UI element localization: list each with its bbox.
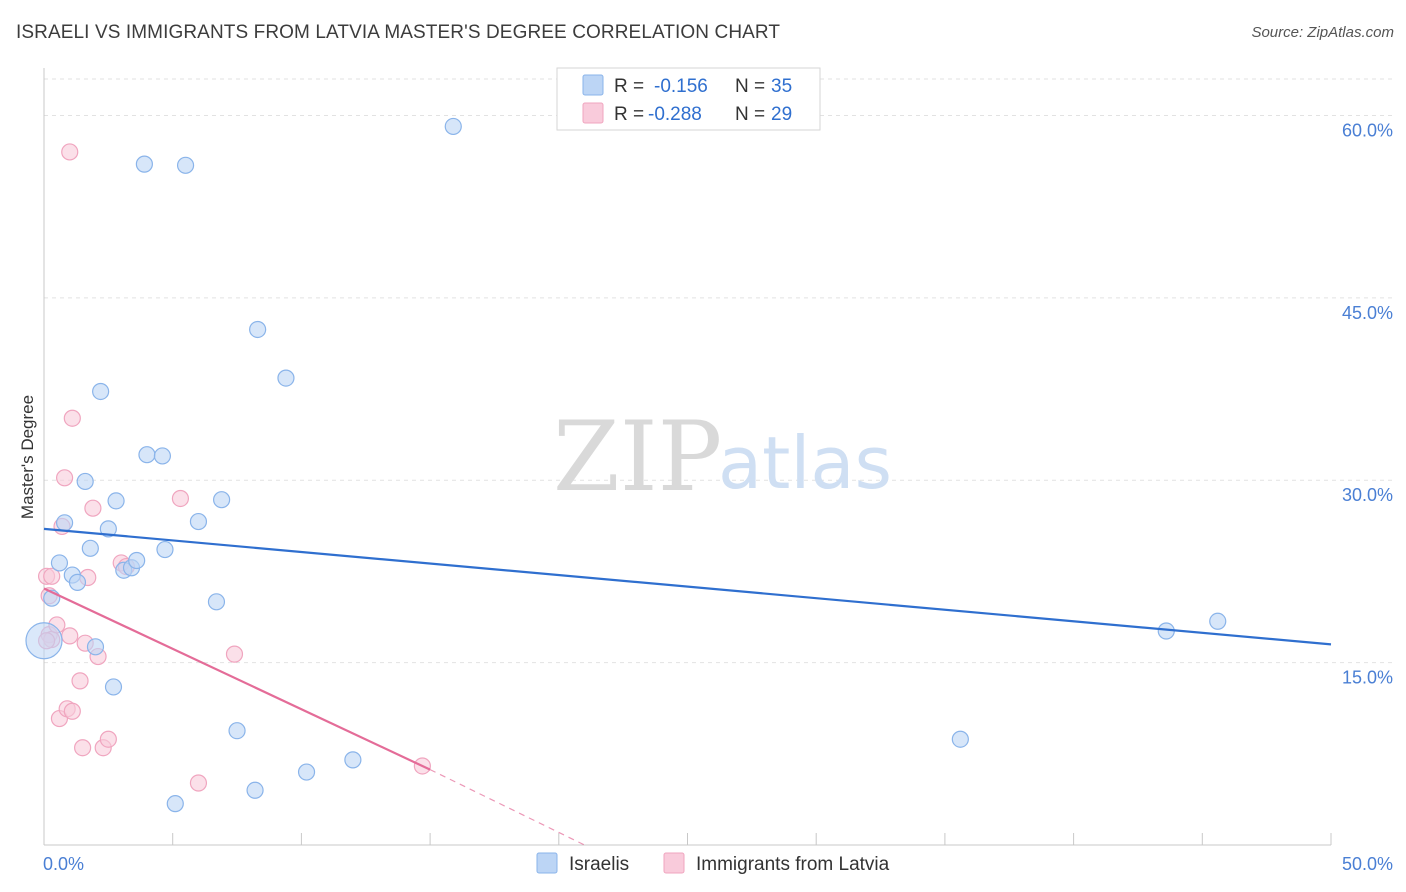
legend-swatch-latvia: [582, 102, 604, 124]
israelis-point-10: [99, 520, 117, 538]
latvia-trend-line: [43, 587, 431, 771]
israelis-point-26: [246, 781, 264, 799]
israelis-point-31: [444, 117, 462, 136]
axes: [43, 68, 1332, 846]
y-tick-labels: 15.0% 30.0% 45.0% 60.0%: [1342, 120, 1393, 687]
israelis-point-11: [104, 678, 123, 696]
israelis-point-5: [68, 573, 87, 591]
y-tick-label-0: 15.0%: [1342, 668, 1393, 688]
israelis-point-28: [277, 369, 295, 387]
series-legend-swatch-latvia: [663, 852, 685, 874]
latvia-trend-extension: [429, 769, 585, 846]
latvia-point-10: [61, 627, 79, 645]
israelis-point-20: [166, 795, 184, 813]
israelis-point-2: [50, 554, 69, 572]
israelis-point-18: [153, 447, 172, 465]
israelis-point-0: [25, 622, 63, 660]
legend-swatch-israelis: [582, 74, 604, 96]
latvia-point-11: [61, 143, 79, 161]
israelis-point-7: [81, 539, 99, 557]
israelis-point-17: [138, 446, 156, 464]
israelis-point-19: [156, 540, 174, 559]
latvia-point-18: [84, 499, 102, 517]
israelis-point-15: [128, 551, 146, 570]
israelis-trend-line: [43, 527, 1332, 646]
series-legend-label-latvia: Immigrants from Latvia: [696, 854, 890, 875]
chart-title: ISRAELI VS IMMIGRANTS FROM LATVIA MASTER…: [16, 22, 781, 43]
chart-source: Source: ZipAtlas.com: [1251, 24, 1394, 41]
legend-r-value-israelis: -0.156: [654, 76, 708, 97]
series-legend-label-israelis: Israelis: [569, 854, 629, 875]
israelis-point-30: [344, 751, 362, 769]
stats-legend: R = -0.156 N = 35 R = -0.288 N = 29: [556, 67, 821, 131]
israelis-point-21: [176, 156, 195, 174]
series-legend: Israelis Immigrants from Latvia: [536, 852, 890, 875]
legend-n-label-israelis: N =: [735, 76, 765, 97]
legend-r-value-latvia: -0.288: [648, 104, 702, 125]
israelis-point-32: [951, 730, 969, 748]
watermark-atlas: atlas: [718, 421, 892, 505]
israelis-point-25: [228, 722, 246, 740]
israelis-point-3: [55, 514, 74, 532]
israelis-point-27: [249, 320, 267, 339]
watermark-zip: ZIP: [553, 401, 722, 513]
latvia-point-21: [99, 730, 117, 748]
x-tick-labels: 0.0% 50.0%: [43, 854, 1393, 874]
israelis-point-24: [213, 491, 231, 509]
israelis-point-6: [76, 472, 94, 491]
y-tick-label-3: 60.0%: [1342, 120, 1393, 140]
legend-n-value-israelis: 35: [771, 76, 792, 97]
y-tick-label-1: 30.0%: [1342, 485, 1393, 505]
israelis-point-22: [189, 512, 208, 531]
gridlines: [44, 78, 1395, 664]
israelis-point-29: [297, 763, 316, 781]
israelis-point-16: [135, 155, 153, 173]
legend-r-label-latvia: R =: [614, 104, 644, 125]
israelis-point-34: [1209, 612, 1227, 630]
legend-n-label-latvia: N =: [735, 104, 765, 125]
israelis-point-12: [107, 492, 125, 510]
latvia-point-15: [74, 739, 92, 757]
legend-n-value-latvia: 29: [771, 104, 792, 125]
x-tick-label-min: 0.0%: [43, 854, 84, 874]
trend-lines: [43, 527, 1332, 846]
israelis-point-9: [92, 382, 110, 401]
watermark: ZIP atlas: [553, 401, 892, 513]
latvia-point-3: [43, 567, 61, 585]
series-legend-swatch-israelis: [536, 852, 558, 874]
x-tick-label-max: 50.0%: [1342, 854, 1393, 874]
latvia-point-14: [71, 672, 89, 690]
latvia-point-24: [171, 489, 190, 508]
latvia-point-25: [189, 774, 208, 792]
data-points: [25, 117, 1227, 813]
y-axis-label: Master's Degree: [18, 395, 37, 519]
latvia-point-13: [63, 409, 81, 427]
israelis-point-8: [86, 638, 105, 656]
y-tick-label-2: 45.0%: [1342, 303, 1393, 323]
israelis-point-23: [207, 593, 226, 611]
latvia-point-26: [225, 645, 244, 663]
latvia-point-8: [55, 469, 74, 487]
latvia-point-12: [63, 702, 81, 720]
legend-r-label-israelis: R =: [614, 76, 644, 97]
